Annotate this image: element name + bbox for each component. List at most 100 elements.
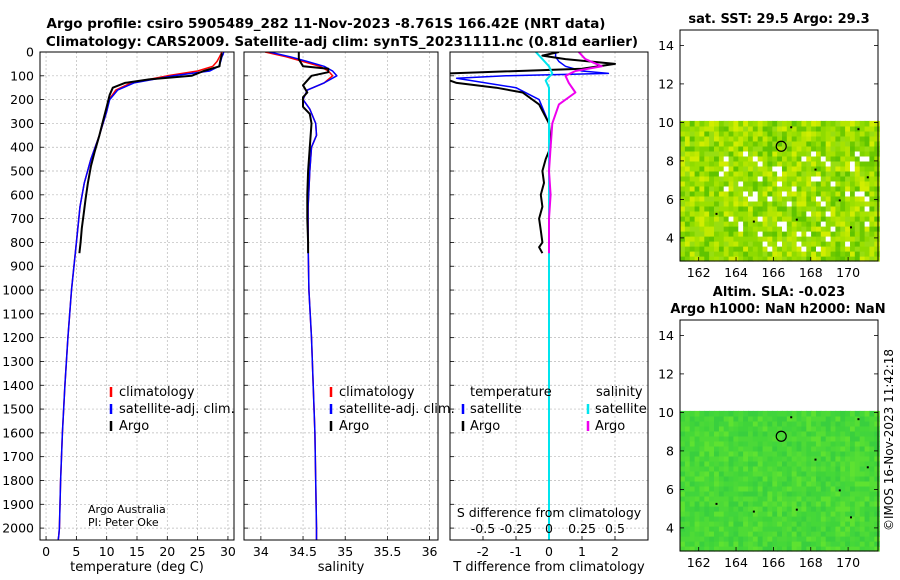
map-cell	[689, 256, 696, 262]
map-cell	[791, 200, 798, 207]
lat-tick-label: 6	[666, 192, 674, 207]
map-cell	[684, 546, 691, 552]
map-cell	[752, 120, 759, 127]
map-cell	[714, 521, 720, 527]
map-cell	[796, 536, 803, 542]
map-cell	[791, 130, 798, 137]
map-cell	[830, 226, 837, 232]
map-cell	[767, 445, 773, 452]
map-cell	[835, 251, 841, 257]
map-cell	[728, 125, 735, 132]
map-cell	[757, 211, 764, 217]
map-cell	[777, 475, 783, 482]
map-cell	[782, 211, 788, 217]
map-cell	[694, 185, 701, 192]
map-cell	[869, 470, 875, 477]
map-cell	[840, 495, 846, 502]
map-cell	[782, 511, 788, 517]
map-cell	[854, 200, 861, 207]
map-cell	[859, 140, 866, 147]
map-cell	[689, 410, 696, 417]
map-cell	[845, 410, 851, 417]
map-cell	[874, 175, 880, 182]
map-cell	[718, 130, 725, 137]
map-cell	[796, 430, 803, 437]
map-cell	[733, 410, 739, 417]
map-cell	[840, 221, 846, 227]
map-cell	[757, 165, 764, 172]
map-cell	[791, 415, 798, 422]
map-cell	[850, 251, 856, 257]
map-cell	[806, 485, 812, 492]
map-cell	[845, 450, 851, 457]
map-cell	[825, 425, 832, 432]
map-cell	[762, 440, 769, 447]
map-cell	[777, 460, 783, 467]
map-cell	[772, 430, 778, 437]
map-cell	[820, 165, 827, 172]
map-cell	[845, 430, 851, 437]
map-cell	[723, 450, 730, 457]
map-cell	[684, 120, 691, 127]
map-cell	[835, 241, 841, 247]
map-cell	[709, 435, 715, 442]
map-cell	[733, 145, 739, 152]
map-cell	[811, 155, 817, 162]
map-cell	[811, 480, 817, 487]
map-cell	[762, 470, 769, 477]
map-cell	[811, 455, 817, 462]
map-cell	[859, 241, 866, 247]
map-cell	[791, 480, 798, 487]
map-cell	[689, 516, 696, 522]
map-cell	[786, 495, 793, 502]
map-cell	[796, 490, 803, 497]
map-cell	[806, 430, 812, 437]
map-cell	[874, 475, 880, 482]
map-cell	[714, 541, 720, 547]
map-cell	[801, 130, 807, 137]
map-cell	[801, 226, 807, 232]
map-cell	[825, 160, 832, 167]
map-cell	[825, 455, 832, 462]
map-cell	[869, 541, 875, 547]
map-cell	[850, 425, 856, 432]
map-cell	[845, 251, 851, 257]
map-cell	[762, 125, 769, 132]
map-cell	[733, 216, 739, 222]
map-cell	[864, 120, 871, 127]
map-cell	[738, 526, 744, 532]
map-cell	[757, 495, 764, 502]
map-cell	[782, 221, 788, 227]
map-cell	[699, 506, 705, 512]
map-cell	[840, 200, 846, 207]
map-cell	[869, 130, 875, 137]
map-cell	[728, 425, 735, 432]
map-cell	[748, 470, 754, 477]
map-cell	[830, 165, 837, 172]
map-cell	[782, 495, 788, 502]
map-cell	[777, 415, 783, 422]
map-cell	[786, 140, 793, 147]
series-line-salinity-satellite	[535, 52, 554, 540]
map-cell	[762, 460, 769, 467]
map-cell	[684, 511, 691, 517]
map-cell	[767, 536, 773, 542]
island-marker	[790, 126, 793, 129]
map-cell	[777, 425, 783, 432]
map-cell	[733, 521, 739, 527]
map-cell	[806, 506, 812, 512]
map-cell	[723, 460, 730, 467]
map-cell	[699, 430, 705, 437]
map-cell	[864, 465, 871, 472]
map-cell	[791, 236, 798, 242]
map-cell	[869, 120, 875, 127]
map-cell	[786, 211, 793, 217]
map-cell	[709, 251, 715, 257]
map-cell	[743, 465, 749, 472]
map-cell	[850, 185, 856, 192]
map-cell	[796, 160, 803, 167]
map-cell	[820, 420, 827, 427]
map-cell	[762, 190, 769, 197]
map-cell	[820, 536, 827, 542]
map-cell	[864, 475, 871, 482]
